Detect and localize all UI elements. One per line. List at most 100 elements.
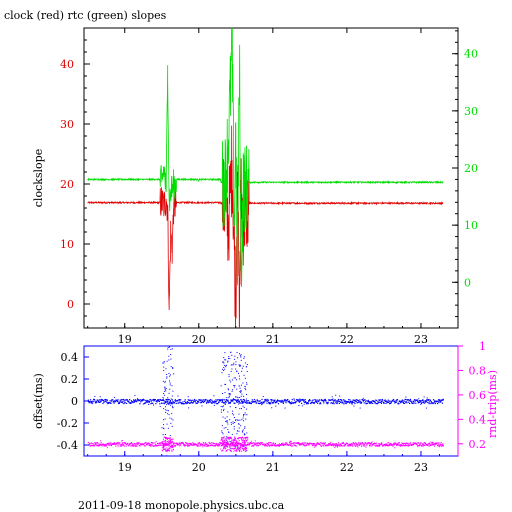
scatter-point: [106, 403, 108, 405]
scatter-point: [276, 445, 278, 447]
scatter-point: [239, 408, 241, 410]
scatter-point: [165, 437, 167, 439]
scatter-point: [159, 444, 161, 446]
scatter-point: [184, 399, 186, 401]
scatter-point: [226, 441, 228, 443]
scatter-point: [402, 400, 404, 402]
scatter-point: [314, 401, 316, 403]
scatter-point: [157, 400, 160, 402]
scatter-point: [237, 444, 239, 446]
scatter-point: [205, 442, 207, 444]
scatter-point: [235, 445, 237, 447]
scatter-point: [92, 401, 94, 403]
scatter-point: [233, 364, 235, 366]
scatter-point: [375, 403, 377, 405]
scatter-point: [163, 442, 165, 445]
scatter-point: [127, 442, 129, 445]
scatter-point: [110, 402, 112, 404]
scatter-point: [154, 399, 156, 401]
scatter-point: [321, 442, 324, 444]
scatter-point: [171, 440, 173, 442]
scatter-point: [166, 444, 168, 446]
scatter-point: [222, 405, 224, 407]
scatter-point: [106, 447, 108, 449]
scatter-point: [393, 444, 396, 446]
scatter-point: [227, 446, 229, 448]
scatter-point: [246, 414, 248, 416]
scatter-point: [421, 399, 424, 402]
offset-ytick-left-label: 0.4: [61, 351, 79, 364]
scatter-point: [269, 403, 272, 405]
scatter-point: [195, 402, 197, 404]
scatter-point: [390, 401, 392, 403]
scatter-point: [218, 400, 220, 402]
scatter-point: [224, 445, 226, 447]
scatter-point: [225, 359, 227, 361]
scatter-point: [324, 400, 326, 402]
scatter-point: [414, 399, 416, 401]
scatter-point: [236, 433, 238, 435]
scatter-point: [418, 398, 420, 400]
scatter-point: [166, 449, 168, 451]
scatter-point: [165, 455, 167, 456]
scatter-point: [151, 445, 153, 447]
scatter-point: [289, 440, 291, 442]
scatter-point: [400, 402, 402, 404]
scatter-point: [132, 445, 134, 447]
scatter-point: [227, 444, 229, 446]
scatter-point: [164, 388, 166, 390]
scatter-point: [154, 442, 156, 444]
scatter-point: [409, 398, 412, 401]
scatter-point: [334, 444, 336, 446]
scatter-point: [169, 382, 171, 384]
scatter-point: [212, 400, 214, 402]
scatter-point: [144, 442, 146, 444]
scatter-point: [210, 444, 212, 446]
scatter-point: [240, 449, 242, 451]
offset-xtick-label: 22: [340, 461, 354, 474]
scatter-point: [434, 442, 436, 444]
scatter-point: [189, 402, 192, 404]
scatter-point: [262, 444, 264, 446]
scatter-point: [375, 445, 377, 447]
scatter-point: [304, 401, 306, 404]
scatter-point: [236, 441, 238, 444]
scatter-point: [230, 438, 232, 440]
scatter-point: [376, 399, 378, 402]
scatter-point: [238, 401, 240, 403]
scatter-point: [246, 400, 248, 402]
scatter-point: [201, 443, 203, 445]
scatter-point: [238, 448, 240, 450]
scatter-point: [389, 444, 391, 446]
rnd-trip-points: [87, 436, 444, 453]
scatter-point: [225, 449, 227, 451]
scatter-point: [308, 443, 310, 446]
scatter-point: [324, 399, 327, 401]
scatter-point: [405, 399, 407, 401]
scatter-point: [162, 438, 164, 440]
scatter-point: [233, 444, 235, 447]
scatter-point: [143, 398, 145, 401]
scatter-point: [163, 419, 165, 421]
scatter-point: [229, 438, 231, 440]
scatter-point: [121, 443, 123, 445]
scatter-point: [306, 443, 308, 445]
scatter-point: [237, 420, 239, 421]
scatter-point: [221, 400, 224, 402]
scatter-point: [246, 447, 248, 449]
scatter-point: [197, 445, 199, 447]
scatter-point: [171, 403, 173, 405]
scatter-point: [97, 399, 99, 401]
scatter-point: [431, 442, 433, 444]
scatter-point: [271, 445, 273, 447]
scatter-point: [165, 440, 167, 442]
scatter-point: [233, 426, 235, 428]
scatter-point: [116, 399, 118, 401]
scatter-point: [246, 370, 248, 372]
scatter-point: [178, 402, 180, 404]
scatter-point: [373, 442, 376, 444]
scatter-point: [256, 399, 258, 401]
scatter-point: [332, 445, 335, 447]
scatter-point: [255, 442, 257, 444]
scatter-point: [322, 444, 324, 446]
